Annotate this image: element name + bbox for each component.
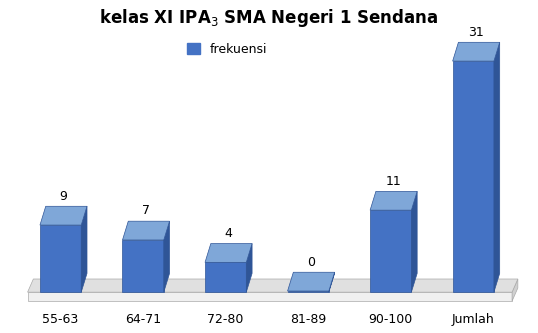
- Polygon shape: [164, 221, 169, 292]
- Text: 9: 9: [60, 189, 67, 202]
- Polygon shape: [329, 272, 335, 292]
- Polygon shape: [412, 191, 417, 292]
- Text: 4: 4: [225, 227, 232, 240]
- Polygon shape: [494, 42, 500, 292]
- Polygon shape: [288, 291, 329, 292]
- Polygon shape: [288, 272, 335, 291]
- Polygon shape: [370, 210, 412, 292]
- Polygon shape: [205, 262, 246, 292]
- Polygon shape: [452, 61, 494, 292]
- Polygon shape: [81, 206, 87, 292]
- Polygon shape: [370, 191, 417, 210]
- Polygon shape: [512, 279, 518, 301]
- Polygon shape: [123, 221, 169, 240]
- Polygon shape: [40, 206, 87, 225]
- Polygon shape: [27, 279, 518, 292]
- Polygon shape: [27, 292, 512, 301]
- Polygon shape: [205, 243, 252, 262]
- Text: 7: 7: [142, 204, 150, 217]
- Legend: frekuensi: frekuensi: [182, 38, 272, 61]
- Polygon shape: [246, 243, 252, 292]
- Text: 31: 31: [468, 26, 484, 39]
- Polygon shape: [123, 240, 164, 292]
- Polygon shape: [40, 225, 81, 292]
- Text: 11: 11: [386, 174, 401, 188]
- Title: kelas XI IPA$_3$ SMA Negeri 1 Sendana: kelas XI IPA$_3$ SMA Negeri 1 Sendana: [100, 7, 438, 29]
- Polygon shape: [452, 42, 500, 61]
- Text: 0: 0: [307, 255, 315, 268]
